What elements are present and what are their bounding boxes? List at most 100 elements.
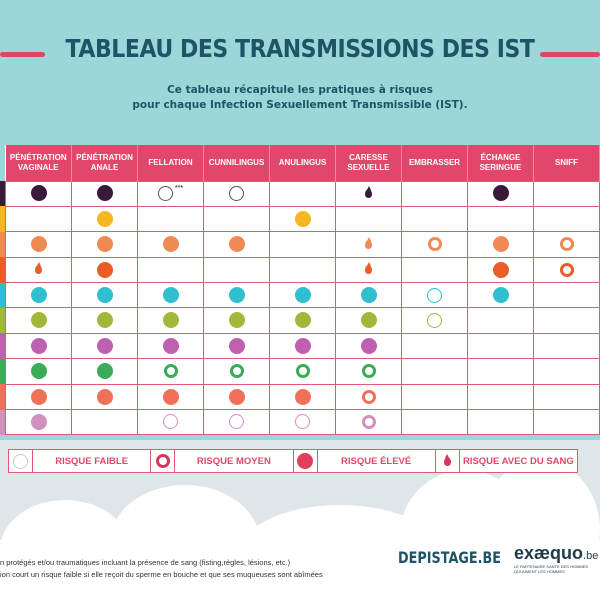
risk-cell xyxy=(203,205,270,233)
risk-cell xyxy=(533,307,600,334)
risk-cell xyxy=(71,282,138,309)
high-risk-dot-icon xyxy=(96,185,113,202)
risk-cell xyxy=(401,180,468,207)
risk-cell xyxy=(269,307,336,334)
high-risk-dot-icon xyxy=(96,287,113,304)
high-risk-dot-icon xyxy=(30,363,47,380)
legend-high-label: RISQUE ÉLEVÉ xyxy=(318,450,436,472)
low-risk-ring-icon xyxy=(427,312,442,328)
legend-low-icon xyxy=(9,450,33,472)
risk-cell xyxy=(71,332,138,360)
risk-cell xyxy=(467,307,534,334)
high-risk-dot-icon xyxy=(30,185,47,202)
risk-cell xyxy=(467,383,534,411)
high-risk-dot-icon xyxy=(294,388,311,405)
risk-cell xyxy=(533,358,600,385)
risk-cell xyxy=(401,282,468,309)
risk-cell: *** xyxy=(137,180,204,207)
table-row xyxy=(5,282,600,309)
risk-cell xyxy=(5,332,72,360)
risk-cell xyxy=(137,205,204,233)
risk-cell xyxy=(71,409,138,436)
high-risk-dot-icon xyxy=(96,210,113,227)
risk-cell xyxy=(203,307,270,334)
risk-cell xyxy=(269,231,336,258)
high-risk-dot-icon xyxy=(228,337,245,354)
risk-cell xyxy=(71,307,138,334)
risk-cell xyxy=(467,256,534,284)
high-risk-dot-icon xyxy=(96,312,113,329)
low-risk-ring-icon xyxy=(229,414,244,430)
risk-cell xyxy=(401,383,468,411)
table-row xyxy=(5,231,600,258)
risk-cell xyxy=(467,282,534,309)
medium-risk-ring-icon xyxy=(163,364,178,379)
risk-cell xyxy=(335,231,402,258)
risk-cell xyxy=(203,180,270,207)
risk-cell xyxy=(137,358,204,385)
risk-cell xyxy=(5,180,72,207)
risk-cell xyxy=(71,358,138,385)
transmission-table: PÉNÉTRATION VAGINALE PÉNÉTRATION ANALE FEL… xyxy=(5,145,600,436)
low-risk-ring-icon xyxy=(427,287,442,303)
high-risk-dot-icon xyxy=(30,413,47,430)
risk-cell xyxy=(137,231,204,258)
medium-risk-ring-icon xyxy=(361,414,376,429)
column-header: CUNNILINGUS xyxy=(203,145,270,181)
risk-cell xyxy=(533,205,600,233)
high-risk-dot-icon xyxy=(96,388,113,405)
risk-cell xyxy=(5,383,72,411)
legend-blood-drop-icon xyxy=(436,450,460,472)
high-risk-dot-icon xyxy=(360,337,377,354)
column-header: PÉNÉTRATION ANALE xyxy=(71,145,138,181)
cloud xyxy=(0,500,130,600)
risk-cell xyxy=(203,358,270,385)
risk-cell xyxy=(203,332,270,360)
risk-cell xyxy=(269,282,336,309)
table-row xyxy=(5,358,600,385)
high-risk-dot-icon xyxy=(162,388,179,405)
blood-drop-icon xyxy=(365,262,372,275)
risk-cell xyxy=(203,383,270,411)
high-risk-dot-icon xyxy=(96,363,113,380)
risk-cell xyxy=(269,205,336,233)
high-risk-dot-icon xyxy=(96,261,113,278)
risk-cell xyxy=(467,409,534,436)
high-risk-dot-icon xyxy=(294,210,311,227)
row-color-strip xyxy=(0,282,5,308)
row-color-strip xyxy=(0,206,5,232)
column-header: SNIFF xyxy=(533,145,600,181)
risk-cell xyxy=(533,383,600,411)
high-risk-dot-icon xyxy=(294,287,311,304)
risk-cell xyxy=(401,256,468,284)
risk-cell xyxy=(71,180,138,207)
exaequo-logo: exæquo.be xyxy=(514,543,598,564)
cloud xyxy=(110,485,260,600)
risk-cell xyxy=(335,205,402,233)
risk-cell xyxy=(269,409,336,436)
high-risk-dot-icon xyxy=(162,337,179,354)
high-risk-dot-icon xyxy=(30,312,47,329)
risk-cell xyxy=(401,358,468,385)
risk-cell xyxy=(203,231,270,258)
risk-cell xyxy=(467,180,534,207)
table-row xyxy=(5,409,600,436)
risk-cell xyxy=(467,231,534,258)
risk-cell xyxy=(269,358,336,385)
risk-cell xyxy=(5,231,72,258)
risk-cell xyxy=(137,383,204,411)
blood-drop-icon xyxy=(365,185,372,198)
risk-cell xyxy=(533,180,600,207)
risk-cell xyxy=(335,282,402,309)
low-risk-ring-icon xyxy=(157,185,173,201)
risk-cell xyxy=(533,256,600,284)
table-row xyxy=(5,332,600,360)
high-risk-dot-icon xyxy=(360,312,377,329)
medium-risk-ring-icon xyxy=(559,262,574,277)
high-risk-dot-icon xyxy=(492,236,509,253)
footnotes: n protégés et/ou traumatiques incluant l… xyxy=(0,557,323,581)
medium-risk-ring-icon xyxy=(361,389,376,404)
row-color-strip xyxy=(0,409,5,435)
risk-cell xyxy=(401,307,468,334)
legend-medium-label: RISQUE MOYEN xyxy=(175,450,294,472)
